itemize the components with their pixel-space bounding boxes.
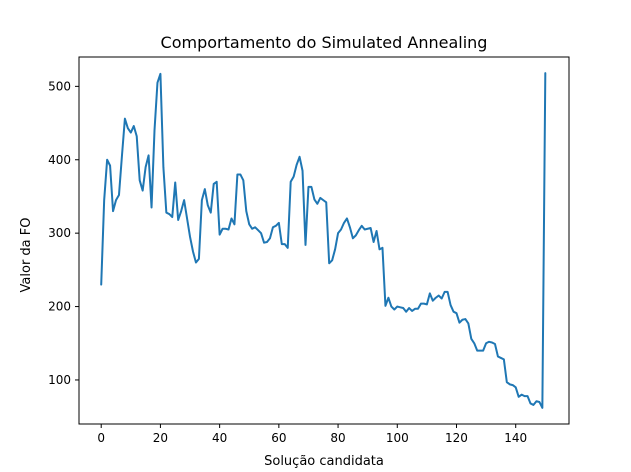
x-tick-label: 20 <box>153 431 168 445</box>
y-tick-label: 400 <box>48 153 71 167</box>
plot-frame <box>78 56 570 425</box>
y-axis-label: Valor da FO <box>19 218 34 293</box>
plot-area: 0 20 40 60 80 100 120 140 100 200 300 400 500 <box>48 56 570 445</box>
x-tick-label: 60 <box>271 431 286 445</box>
y-tick-label: 500 <box>48 79 71 93</box>
x-tick-label: 0 <box>97 431 105 445</box>
x-tick-label: 140 <box>504 431 527 445</box>
x-axis-label: Solução candidata <box>264 454 384 469</box>
series-line-0 <box>100 72 547 409</box>
y-tick-label: 100 <box>48 373 71 387</box>
y-tick-label: 200 <box>48 300 71 314</box>
x-tick-label: 80 <box>330 431 345 445</box>
x-tick-label: 40 <box>212 431 227 445</box>
y-tick-label: 300 <box>48 226 71 240</box>
x-tick-label: 120 <box>445 431 468 445</box>
x-tick-label: 100 <box>386 431 409 445</box>
chart-title: Comportamento do Simulated Annealing <box>161 33 488 52</box>
